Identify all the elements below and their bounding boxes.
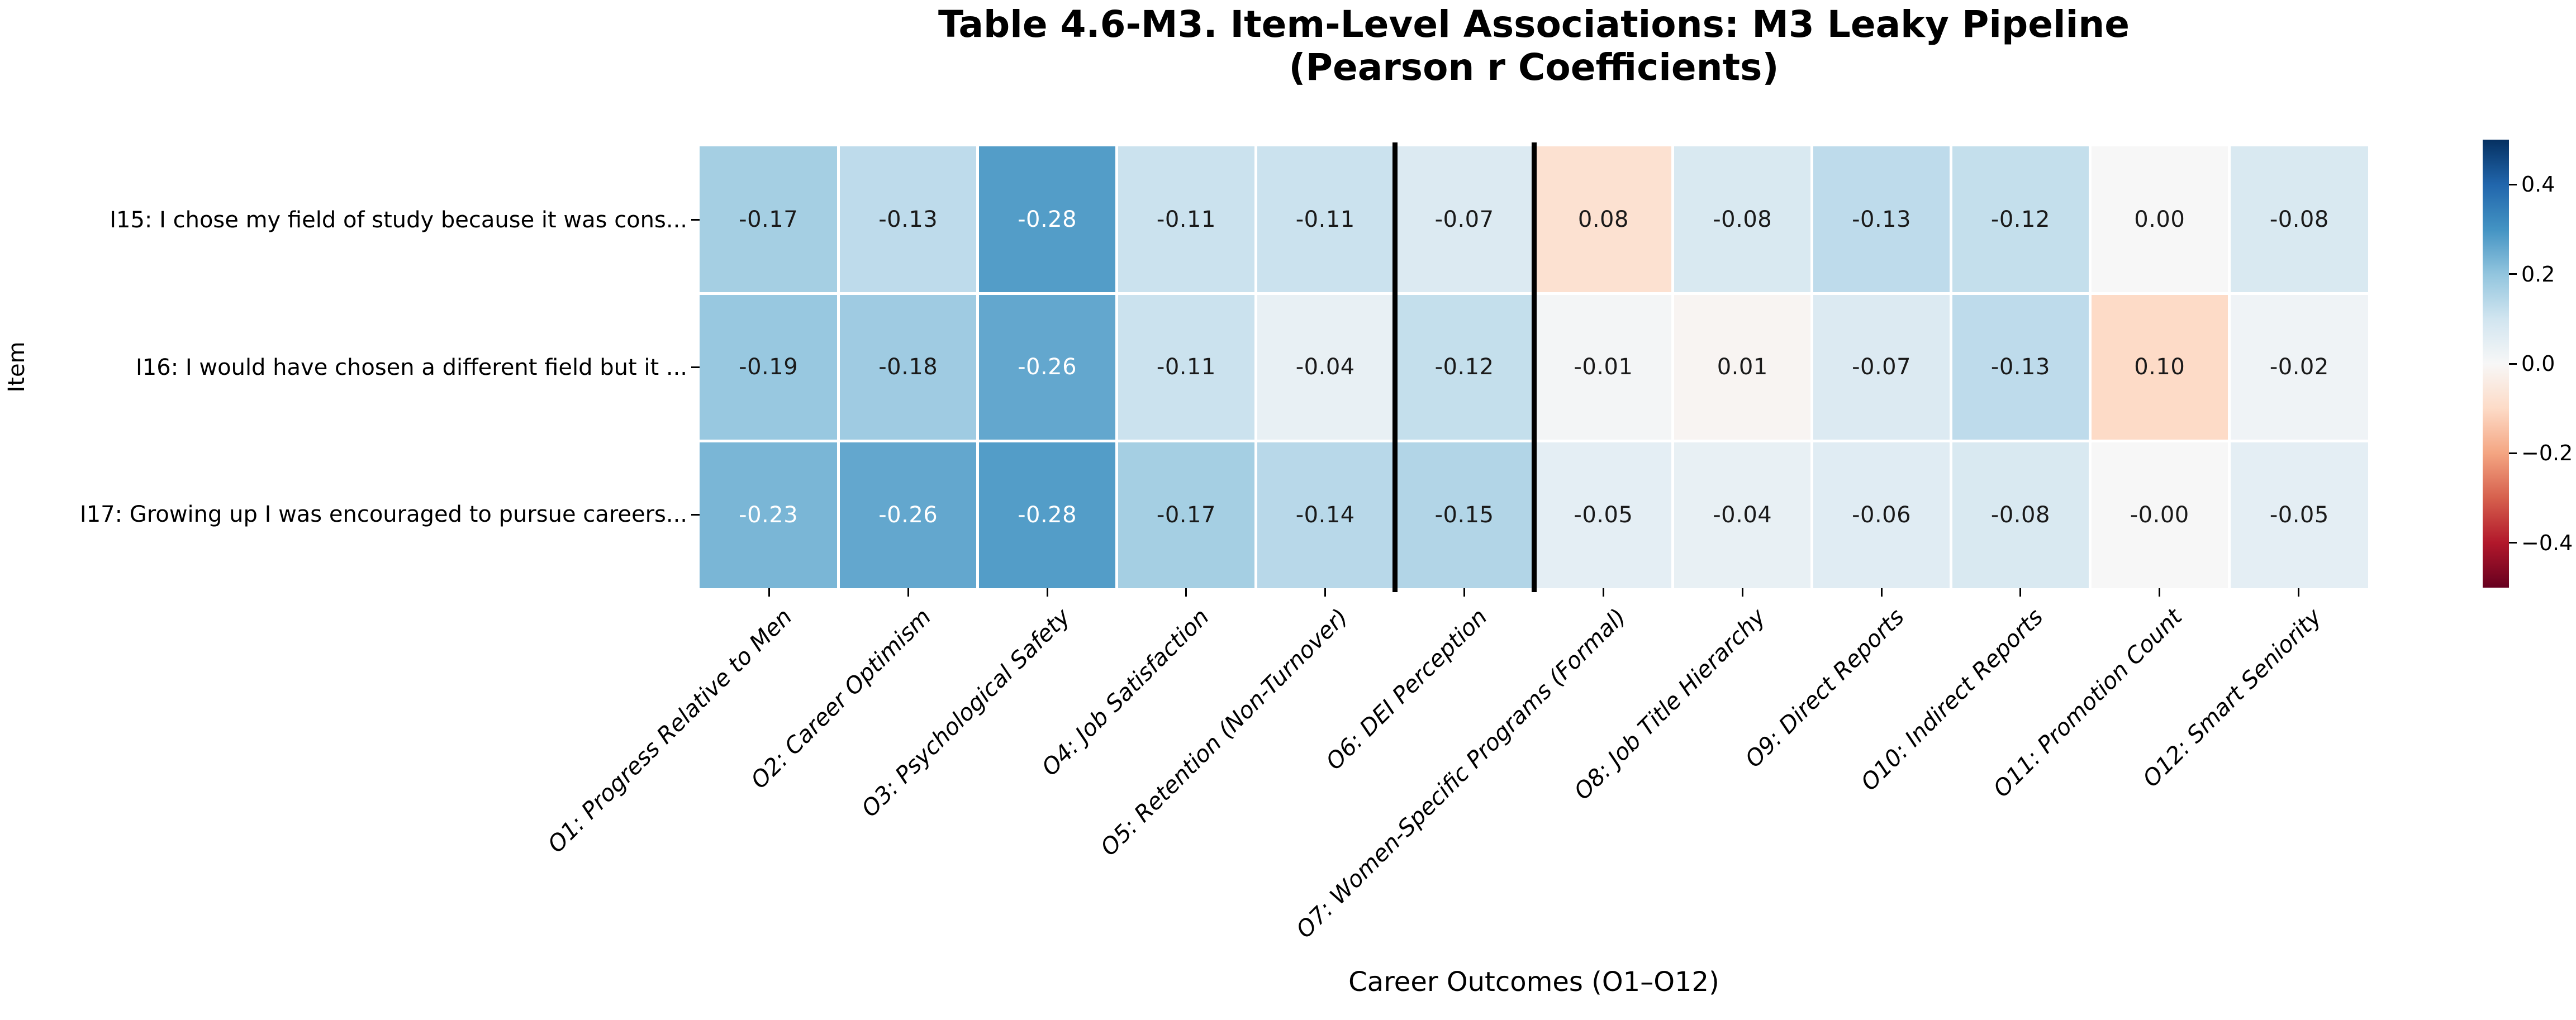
colorbar-tick-label: 0.2 bbox=[2521, 261, 2555, 287]
colorbar-tick-mark bbox=[2509, 183, 2517, 185]
x-tick-mark bbox=[2019, 588, 2022, 597]
colorbar-tick-mark bbox=[2509, 542, 2517, 544]
colorbar-tick-label: 0.4 bbox=[2521, 172, 2555, 197]
colorbar-tick-mark bbox=[2509, 273, 2517, 275]
column-separator-line bbox=[1392, 142, 1398, 592]
figure-title: Table 4.6-M3. Item-Level Associations: M… bbox=[700, 3, 2368, 89]
colorbar-gradient bbox=[2483, 140, 2509, 588]
colorbar-tick-label: −0.4 bbox=[2521, 530, 2573, 555]
x-tick-mark bbox=[1185, 588, 1187, 597]
colorbar-tick-mark bbox=[2509, 452, 2517, 454]
heatmap-cell: -0.26 bbox=[979, 295, 1115, 440]
heatmap-cell: -0.08 bbox=[1674, 146, 1811, 293]
heatmap-cell: -0.12 bbox=[1396, 295, 1533, 440]
x-tick-mark bbox=[1463, 588, 1466, 597]
heatmap-cell: 0.08 bbox=[1535, 146, 1672, 293]
heatmap-cell: -0.13 bbox=[1952, 295, 2089, 440]
heatmap-cell: 0.10 bbox=[2091, 295, 2228, 440]
heatmap-cell: -0.15 bbox=[1396, 442, 1533, 588]
x-tick-label: O1: Progress Relative to Men bbox=[542, 603, 797, 858]
colorbar-tick-label: −0.2 bbox=[2521, 441, 2573, 466]
heatmap-cell: -0.02 bbox=[2230, 295, 2368, 440]
x-tick-label: O7: Women-Specific Programs (Formal) bbox=[1291, 603, 1632, 943]
heatmap-cell: -0.12 bbox=[1952, 146, 2089, 293]
y-tick-mark bbox=[691, 513, 700, 516]
heatmap-cell: -0.08 bbox=[1952, 442, 2089, 588]
x-tick-label: O5: Retention (Non-Turnover) bbox=[1095, 603, 1353, 861]
x-tick-mark bbox=[1046, 588, 1048, 597]
heatmap-cell: -0.07 bbox=[1813, 295, 1950, 440]
x-tick-mark bbox=[2159, 588, 2161, 597]
heatmap-cell: -0.18 bbox=[840, 295, 977, 440]
heatmap-cell: -0.07 bbox=[1396, 146, 1533, 293]
x-axis-title: Career Outcomes (O1–O12) bbox=[1348, 966, 1719, 998]
x-tick-mark bbox=[1741, 588, 1743, 597]
y-axis-title: Item bbox=[4, 341, 30, 393]
figure-title-line-1: Table 4.6-M3. Item-Level Associations: M… bbox=[938, 3, 2130, 46]
colorbar-tick-mark bbox=[2509, 363, 2517, 365]
heatmap-cell: 0.01 bbox=[1674, 295, 1811, 440]
heatmap-cell: -0.13 bbox=[840, 146, 977, 293]
heatmap-cell: -0.04 bbox=[1257, 295, 1394, 440]
heatmap-cell: -0.19 bbox=[700, 295, 838, 440]
x-tick-mark bbox=[1324, 588, 1327, 597]
heatmap-cell: -0.05 bbox=[2230, 442, 2368, 588]
y-tick-mark bbox=[691, 366, 700, 368]
heatmap-cell: -0.01 bbox=[1535, 295, 1672, 440]
x-tick-mark bbox=[1880, 588, 1883, 597]
heatmap-cell: -0.23 bbox=[700, 442, 838, 588]
heatmap-cell: -0.08 bbox=[2230, 146, 2368, 293]
heatmap-cell: -0.13 bbox=[1813, 146, 1950, 293]
y-tick-label: I16: I would have chosen a different fie… bbox=[136, 354, 687, 380]
x-tick-mark bbox=[768, 588, 770, 597]
heatmap-cell: -0.17 bbox=[700, 146, 838, 293]
heatmap-cell: -0.26 bbox=[840, 442, 977, 588]
heatmap-cell: -0.06 bbox=[1813, 442, 1950, 588]
heatmap-cell: -0.04 bbox=[1674, 442, 1811, 588]
figure-title-line-2: (Pearson r Coefficients) bbox=[1289, 45, 1779, 89]
x-tick-label: O9: Direct Reports bbox=[1739, 603, 1910, 773]
x-tick-mark bbox=[1602, 588, 1604, 597]
heatmap-cell: -0.05 bbox=[1535, 442, 1672, 588]
heatmap-cell: -0.14 bbox=[1257, 442, 1394, 588]
colorbar-tick-label: 0.0 bbox=[2521, 351, 2555, 376]
y-tick-label: I17: Growing up I was encouraged to purs… bbox=[79, 502, 687, 528]
x-tick-mark bbox=[907, 588, 909, 597]
heatmap-cell: -0.28 bbox=[979, 146, 1115, 293]
heatmap-cell: -0.11 bbox=[1118, 295, 1254, 440]
column-separator-line bbox=[1531, 142, 1537, 592]
heatmap-cell: 0.00 bbox=[2091, 146, 2228, 293]
x-tick-mark bbox=[2298, 588, 2300, 597]
y-tick-mark bbox=[691, 219, 700, 221]
heatmap-cell: -0.11 bbox=[1257, 146, 1394, 293]
heatmap-cell: -0.11 bbox=[1118, 146, 1254, 293]
y-tick-label: I15: I chose my field of study because i… bbox=[110, 207, 687, 233]
heatmap-cell: -0.17 bbox=[1118, 442, 1254, 588]
heatmap-cell: -0.00 bbox=[2091, 442, 2228, 588]
heatmap-cell: -0.28 bbox=[979, 442, 1115, 588]
